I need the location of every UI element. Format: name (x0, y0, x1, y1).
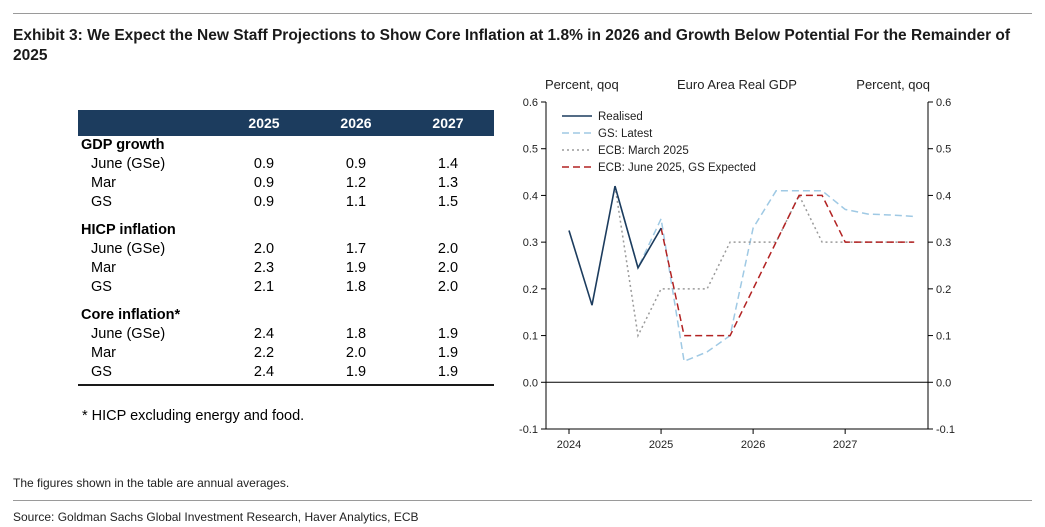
table-row: GS 2.1 1.8 2.0 (78, 278, 494, 297)
cell-value: 2.4 (218, 363, 310, 386)
cell-value: 1.1 (345, 194, 367, 210)
y-tick-label-right: 0.3 (936, 237, 951, 249)
table-row: Mar 2.2 2.0 1.9 (78, 344, 494, 363)
section-label-hicp: HICP inflation (81, 222, 176, 238)
cell-value: 0.9 (253, 175, 275, 191)
y-tick-label-left: -0.1 (519, 424, 538, 436)
x-tick-label: 2025 (649, 439, 673, 451)
exhibit-title: Exhibit 3: We Expect the New Staff Proje… (13, 27, 1011, 64)
section-row: GDP growth (78, 136, 494, 155)
projections-table: 2025 2026 2027 GDP growth June (GSe) 0.9… (78, 110, 494, 386)
source-line: Source: Goldman Sachs Global Investment … (13, 510, 419, 524)
cell-value: 1.9 (437, 345, 459, 361)
y-axis-title-right: Percent, qoq (856, 77, 930, 92)
row-label: June (GSe) (91, 326, 166, 342)
legend-label-1: Realised (598, 111, 643, 123)
cell-value: 1.7 (345, 241, 367, 257)
col-header-2027: 2027 (402, 110, 494, 136)
table-footnote: * HICP excluding energy and food. (82, 408, 305, 424)
col-header-2025: 2025 (218, 110, 310, 136)
cell-value: 1.8 (345, 326, 367, 342)
chart-title: Euro Area Real GDP (677, 77, 797, 92)
cell-value: 1.8 (345, 279, 367, 295)
cell-value: 2.0 (437, 241, 459, 257)
y-tick-label-right: 0.2 (936, 284, 951, 296)
y-tick-label-left: 0.2 (523, 284, 538, 296)
row-label: GS (91, 194, 112, 210)
cell-value: 1.9 (310, 363, 402, 386)
cell-value: 2.0 (437, 279, 459, 295)
y-tick-label-right: 0.5 (936, 144, 951, 156)
cell-value: 1.9 (345, 260, 367, 276)
x-tick-label: 2024 (557, 439, 581, 451)
spacer-row (78, 212, 494, 221)
y-tick-label-right: 0.4 (936, 190, 951, 202)
top-rule (13, 13, 1032, 14)
cell-value: 1.3 (437, 175, 459, 191)
col-header-2026: 2026 (310, 110, 402, 136)
series-line-3 (614, 185, 915, 339)
section-label-core: Core inflation* (81, 307, 181, 323)
averages-note: The figures shown in the table are annua… (13, 476, 290, 490)
cell-value: 2.3 (253, 260, 275, 276)
table-row: GS 0.9 1.1 1.5 (78, 193, 494, 212)
table-row: Mar 2.3 1.9 2.0 (78, 259, 494, 278)
table-header-row: 2025 2026 2027 (78, 110, 494, 136)
section-row: Core inflation* (78, 306, 494, 325)
y-tick-label-left: 0.4 (523, 190, 538, 202)
series-line-4 (660, 194, 915, 337)
table-row: GS 2.4 1.9 1.9 (78, 363, 494, 386)
spacer-cell (78, 297, 494, 306)
cell-value: 2.0 (437, 260, 459, 276)
table-row: June (GSe) 2.0 1.7 2.0 (78, 240, 494, 259)
row-label: GS (91, 279, 112, 295)
gdp-line-chart: -0.1 -0.1 0.0 0.0 0.1 0.1 0.2 0.2 0.3 0.3 0.4 0.4 0.… (519, 77, 955, 451)
y-axis-title-left: Percent, qoq (545, 77, 619, 92)
cell-value: 0.9 (345, 156, 367, 172)
y-tick-label-left: 0.1 (523, 331, 538, 343)
spacer-cell (78, 212, 494, 221)
legend-label-3: ECB: March 2025 (598, 145, 689, 157)
row-label: June (GSe) (91, 241, 166, 257)
section-row: HICP inflation (78, 221, 494, 240)
cell-value: 1.5 (437, 194, 459, 210)
table-row: June (GSe) 0.9 0.9 1.4 (78, 155, 494, 174)
cell-value: 1.2 (345, 175, 367, 191)
cell-value: 2.2 (253, 345, 275, 361)
y-tick-label-left: 0.6 (523, 97, 538, 109)
table-row: June (GSe) 2.4 1.8 1.9 (78, 325, 494, 344)
y-tick-label-right: 0.0 (936, 377, 951, 389)
cell-value: 0.9 (253, 194, 275, 210)
row-label: June (GSe) (91, 156, 166, 172)
spacer-row (78, 297, 494, 306)
y-tick-label-left: 0.3 (523, 237, 538, 249)
cell-value: 2.1 (253, 279, 275, 295)
bottom-rule (13, 500, 1032, 501)
row-label: Mar (91, 260, 116, 276)
y-tick-label-right: 0.6 (936, 97, 951, 109)
series-line-1 (568, 185, 662, 306)
section-label-gdp: GDP growth (81, 137, 165, 153)
y-tick-label-right: -0.1 (936, 424, 955, 436)
row-label: Mar (91, 175, 116, 191)
row-label: Mar (91, 345, 116, 361)
y-tick-label-right: 0.1 (936, 331, 951, 343)
cell-value: 2.0 (253, 241, 275, 257)
legend-label-2: GS: Latest (598, 128, 653, 140)
table-row: Mar 0.9 1.2 1.3 (78, 174, 494, 193)
cell-value: 2.0 (345, 345, 367, 361)
y-tick-label-left: 0.5 (523, 144, 538, 156)
y-tick-label-left: 0.0 (523, 377, 538, 389)
cell-value: 1.9 (402, 363, 494, 386)
cell-value: 0.9 (253, 156, 275, 172)
cell-value: 1.9 (437, 326, 459, 342)
row-label: GS (78, 363, 218, 386)
series-line-2 (614, 185, 915, 363)
x-tick-label: 2027 (833, 439, 857, 451)
cell-value: 2.4 (253, 326, 275, 342)
cell-value: 1.4 (437, 156, 459, 172)
x-tick-label: 2026 (741, 439, 765, 451)
legend-label-4: ECB: June 2025, GS Expected (598, 162, 756, 174)
table-header-blank (78, 110, 218, 136)
